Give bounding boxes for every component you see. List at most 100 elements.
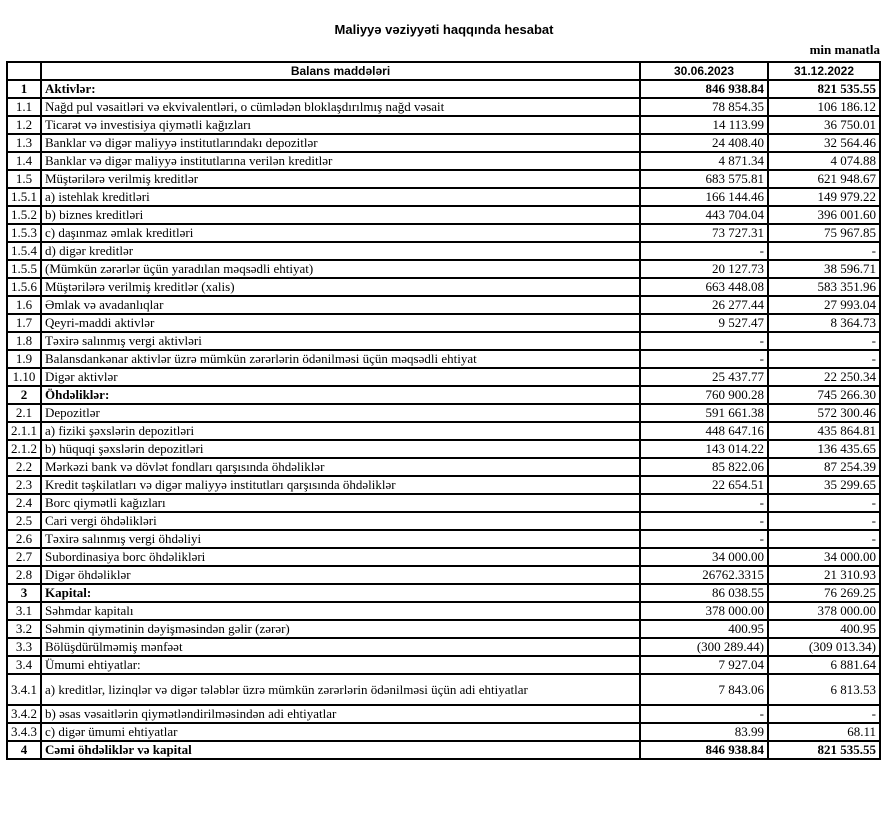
row-number: 3.1 (6, 601, 42, 621)
value-30-06-2023: 166 144.46 (639, 187, 769, 207)
row-label: Banklar və digər maliyyə institutlarına … (40, 151, 641, 171)
table-row: 1.5 Müştərilərə verilmiş kreditlər 683 575… (6, 169, 881, 189)
row-label: Nağd pul vəsaitləri və ekvivalentləri, o… (40, 97, 641, 117)
row-label: Kredit təşkilatları və digər maliyyə ins… (40, 475, 641, 495)
table-row: 1.8 Təxirə salınmış vergi aktivləri - - (6, 331, 881, 351)
header-num (6, 61, 42, 81)
row-label: Müştərilərə verilmiş kreditlər (xalis) (40, 277, 641, 297)
value-31-12-2022: 435 864.81 (767, 421, 881, 441)
row-number: 1.5.6 (6, 277, 42, 297)
row-number: 2.4 (6, 493, 42, 513)
value-31-12-2022: 68.11 (767, 722, 881, 742)
value-31-12-2022: 38 596.71 (767, 259, 881, 279)
value-31-12-2022: - (767, 704, 881, 724)
row-label: c) digər ümumi ehtiyatlar (40, 722, 641, 742)
row-number: 1.6 (6, 295, 42, 315)
value-31-12-2022: 6 813.53 (767, 673, 881, 706)
row-label: Səhmdar kapitalı (40, 601, 641, 621)
header-col2: 31.12.2022 (767, 61, 881, 81)
value-31-12-2022: 22 250.34 (767, 367, 881, 387)
row-label: Bölüşdürülməmiş mənfəət (40, 637, 641, 657)
header-item: Balans maddələri (40, 61, 641, 81)
row-number: 1.5.3 (6, 223, 42, 243)
table-row: 3.4.2 b) əsas vəsaitlərin qiymətləndirilm… (6, 704, 881, 724)
table-row: 4 Cəmi öhdəliklər və kapital 846 938.84 821… (6, 740, 881, 760)
value-31-12-2022: 32 564.46 (767, 133, 881, 153)
value-31-12-2022: 821 535.55 (767, 79, 881, 99)
table-row: 2.8 Digər öhdəliklər 26762.3315 21 310.93 (6, 565, 881, 585)
row-label: a) kreditlər, lizinqlər və digər tələblə… (40, 673, 641, 706)
table-row: 1.5.5 (Mümkün zərərlər üçün yaradılan məq… (6, 259, 881, 279)
value-31-12-2022: 621 948.67 (767, 169, 881, 189)
row-label: Ümumi ehtiyatlar: (40, 655, 641, 675)
table-row: 1.1 Nağd pul vəsaitləri və ekvivalentləri… (6, 97, 881, 117)
row-label: Təxirə salınmış vergi öhdəliyi (40, 529, 641, 549)
value-31-12-2022: 136 435.65 (767, 439, 881, 459)
value-30-06-2023: 85 822.06 (639, 457, 769, 477)
table-row: 3.4.1 a) kreditlər, lizinqlər və digər tə… (6, 673, 881, 706)
row-label: Səhmin qiymətinin dəyişməsindən gəlir (z… (40, 619, 641, 639)
table-row: 1.2 Ticarət və investisiya qiymətli kağız… (6, 115, 881, 135)
table-row: 1.5.1 a) istehlak kreditləri 166 144.46 149… (6, 187, 881, 207)
value-31-12-2022: - (767, 241, 881, 261)
value-31-12-2022: 572 300.46 (767, 403, 881, 423)
value-30-06-2023: 448 647.16 (639, 421, 769, 441)
value-31-12-2022: 6 881.64 (767, 655, 881, 675)
row-label: Əmlak və avadanlıqlar (40, 295, 641, 315)
value-31-12-2022: 378 000.00 (767, 601, 881, 621)
row-label: c) daşınmaz əmlak kreditləri (40, 223, 641, 243)
value-31-12-2022: 76 269.25 (767, 583, 881, 603)
value-30-06-2023: 24 408.40 (639, 133, 769, 153)
table-row: 3.3 Bölüşdürülməmiş mənfəət (300 289.44) (3… (6, 637, 881, 657)
table-row: 1.5.2 b) biznes kreditləri 443 704.04 396 0… (6, 205, 881, 225)
row-number: 2.1.2 (6, 439, 42, 459)
value-30-06-2023: - (639, 704, 769, 724)
row-number: 2.7 (6, 547, 42, 567)
table-row: 1.6 Əmlak və avadanlıqlar 26 277.44 27 993.… (6, 295, 881, 315)
row-number: 2.2 (6, 457, 42, 477)
row-number: 1.5.4 (6, 241, 42, 261)
row-label: Ticarət və investisiya qiymətli kağızlar… (40, 115, 641, 135)
row-number: 1 (6, 79, 42, 99)
row-label: Öhdəliklər: (40, 385, 641, 405)
row-number: 2.8 (6, 565, 42, 585)
row-label: a) fiziki şəxslərin depozitləri (40, 421, 641, 441)
row-label: Subordinasiya borc öhdəlikləri (40, 547, 641, 567)
row-number: 3.3 (6, 637, 42, 657)
value-31-12-2022: 396 001.60 (767, 205, 881, 225)
value-30-06-2023: 400.95 (639, 619, 769, 639)
value-31-12-2022: - (767, 331, 881, 351)
value-30-06-2023: - (639, 493, 769, 513)
value-30-06-2023: - (639, 349, 769, 369)
row-label: Balansdankənar aktivlər üzrə mümkün zərə… (40, 349, 641, 369)
value-30-06-2023: 846 938.84 (639, 740, 769, 760)
row-label: Depozitlər (40, 403, 641, 423)
value-31-12-2022: 8 364.73 (767, 313, 881, 333)
value-30-06-2023: - (639, 331, 769, 351)
value-31-12-2022: 821 535.55 (767, 740, 881, 760)
value-31-12-2022: - (767, 529, 881, 549)
value-30-06-2023: 846 938.84 (639, 79, 769, 99)
value-31-12-2022: 34 000.00 (767, 547, 881, 567)
value-30-06-2023: - (639, 241, 769, 261)
row-number: 3.4.3 (6, 722, 42, 742)
row-number: 1.9 (6, 349, 42, 369)
value-30-06-2023: 73 727.31 (639, 223, 769, 243)
row-number: 2.1.1 (6, 421, 42, 441)
row-label: Qeyri-maddi aktivlər (40, 313, 641, 333)
row-number: 1.5.5 (6, 259, 42, 279)
value-31-12-2022: 4 074.88 (767, 151, 881, 171)
row-number: 1.10 (6, 367, 42, 387)
header-col1: 30.06.2023 (639, 61, 769, 81)
row-label: b) biznes kreditləri (40, 205, 641, 225)
table-row: 3.4.3 c) digər ümumi ehtiyatlar 83.99 68.11 (6, 722, 881, 742)
row-number: 1.8 (6, 331, 42, 351)
value-30-06-2023: 86 038.55 (639, 583, 769, 603)
value-31-12-2022: - (767, 349, 881, 369)
value-30-06-2023: 34 000.00 (639, 547, 769, 567)
report-title: Maliyyə vəziyyəti haqqında hesabat (334, 22, 554, 37)
row-number: 3.2 (6, 619, 42, 639)
row-label: Aktivlər: (40, 79, 641, 99)
table-row: 3 Kapital: 86 038.55 76 269.25 (6, 583, 881, 603)
table-row: 3.1 Səhmdar kapitalı 378 000.00 378 000.00 (6, 601, 881, 621)
